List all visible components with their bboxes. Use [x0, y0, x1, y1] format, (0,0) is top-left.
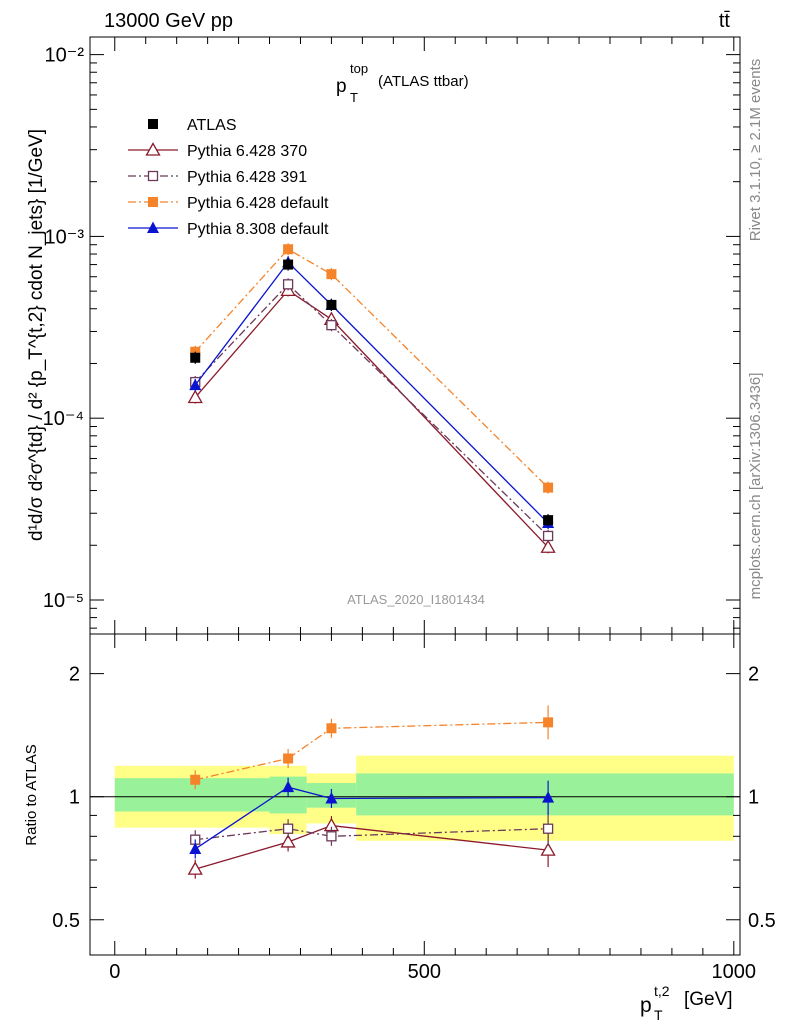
- x-tick-label: 500: [408, 961, 441, 983]
- ratio-panel-frame: [89, 633, 741, 956]
- data-point: [187, 389, 203, 404]
- ratio-line: [195, 828, 549, 841]
- legend-entry: Pythia 6.428 391: [128, 169, 307, 186]
- ratio-point: [326, 831, 337, 842]
- ratio-point: [542, 823, 554, 834]
- ratio-series-pythia-8-308-default: [189, 777, 555, 859]
- ratio-series-pythia-6-428-default: [190, 705, 554, 790]
- x-label-main: p: [640, 994, 652, 1017]
- ratio-y-tick-label-right: 1: [748, 787, 759, 809]
- data-point: [540, 539, 556, 553]
- x-label-superscript: t,2: [654, 983, 670, 999]
- data-point: [190, 352, 201, 363]
- x-tick-label: 0: [109, 961, 120, 983]
- ratio-point: [542, 791, 555, 803]
- inner-uncertainty-band: [356, 773, 734, 816]
- rivet-label: Rivet 3.1.10, ≥ 2.1M events: [747, 59, 764, 242]
- ratio-y-tick-label-right: 0.5: [748, 910, 776, 932]
- legend-label: Pythia 6.428 391: [187, 169, 307, 186]
- x-label-unit: [GeV]: [684, 989, 733, 1010]
- legend-marker: [147, 170, 159, 182]
- ratio-y-tick-label-left: 2: [69, 664, 80, 686]
- ratio-line: [194, 786, 549, 850]
- ratio-y-axis-label: Ratio to ATLAS: [23, 744, 40, 845]
- data-point: [542, 530, 554, 542]
- ratio-y-tick-label-left: 0.5: [52, 910, 80, 932]
- ratio-y-tick-label-right: 2: [748, 664, 759, 686]
- main-y-tick-label: 10⁻²: [45, 45, 85, 67]
- legend-entry: Pythia 6.428 default: [128, 195, 329, 212]
- main-y-tick-label: 10⁻⁵: [43, 590, 84, 612]
- legend-label: Pythia 6.428 default: [187, 195, 329, 212]
- x-label-subscript: T: [654, 1007, 663, 1023]
- analysis-watermark: ATLAS_2020_I1801434: [347, 592, 485, 607]
- title-superscript: top: [350, 61, 368, 76]
- main-y-tick-label: 10⁻³: [45, 226, 85, 248]
- legend-marker: [147, 221, 159, 233]
- ratio-panel-axes: 0.5 0.5 1 1 2 2 0 500 1000: [52, 633, 776, 983]
- data-point: [282, 279, 294, 290]
- main-y-axis-label: d¹d/σ d²σ^{td} / d² {p_T^{t,2} cdot N_je…: [26, 129, 47, 541]
- ratio-point: [543, 717, 554, 728]
- header-process: 13000 GeV pp: [104, 10, 233, 32]
- ratio-point: [280, 834, 296, 848]
- legend-entry: Pythia 8.308 default: [128, 221, 329, 238]
- series-atlas: [190, 258, 554, 527]
- data-point: [326, 319, 337, 331]
- legend-marker: [148, 197, 158, 207]
- ratio-point: [283, 753, 294, 764]
- mcplots-label: mcplots.cern.ch [arXiv:1306.3436]: [747, 373, 764, 600]
- main-y-tick-label: 10⁻⁴: [43, 408, 84, 430]
- data-point: [326, 269, 337, 280]
- ratio-line: [195, 721, 549, 781]
- data-point: [543, 482, 554, 493]
- title-subscript: T: [350, 90, 358, 105]
- x-tick-label: 1000: [712, 961, 757, 983]
- data-point: [283, 259, 294, 270]
- ratio-point: [282, 823, 294, 834]
- data-point: [543, 515, 554, 526]
- plot-title: p top T (ATLAS ttbar): [336, 61, 469, 105]
- x-axis-label: p t,2 T [GeV]: [640, 983, 733, 1023]
- ratio-y-tick-label-left: 1: [69, 787, 80, 809]
- legend-label: Pythia 8.308 default: [187, 221, 329, 238]
- series-pythia-6-428-default: [190, 243, 554, 494]
- title-suffix: (ATLAS ttbar): [378, 73, 469, 90]
- legend: ATLAS Pythia 6.428 370 Pythia 6.428 391 Pyt…: [128, 117, 329, 238]
- legend-label: ATLAS: [187, 117, 237, 134]
- ratio-point: [187, 861, 203, 875]
- header-final-state: tt̄: [719, 10, 731, 32]
- ratio-point: [540, 842, 556, 856]
- ratio-point: [326, 723, 337, 734]
- main-panel-series: [187, 243, 556, 554]
- title-main: p: [336, 76, 347, 97]
- ratio-point: [189, 842, 202, 854]
- series-pythia-6-428-391: [190, 278, 554, 543]
- series-pythia-6-428-370: [187, 282, 556, 554]
- data-point: [326, 299, 337, 310]
- ratio-point: [190, 774, 201, 785]
- legend-entry: ATLAS: [148, 117, 237, 134]
- series-line: [194, 289, 549, 548]
- series-line: [194, 261, 549, 524]
- ratio-point: [325, 791, 338, 804]
- series-line: [194, 283, 549, 537]
- ratio-panel-series: [187, 705, 556, 879]
- legend-marker: [148, 119, 158, 129]
- main-panel-axes: 10⁻⁵ 10⁻⁴ 10⁻³ 10⁻²: [43, 36, 741, 635]
- ratio-point: [282, 780, 295, 793]
- legend-marker: [145, 142, 161, 156]
- series-line: [194, 248, 549, 489]
- legend-label: Pythia 6.428 370: [187, 143, 307, 160]
- data-point: [189, 378, 202, 391]
- data-point: [283, 244, 294, 255]
- legend-entry: Pythia 6.428 370: [128, 142, 307, 160]
- ratio-line: [195, 824, 549, 870]
